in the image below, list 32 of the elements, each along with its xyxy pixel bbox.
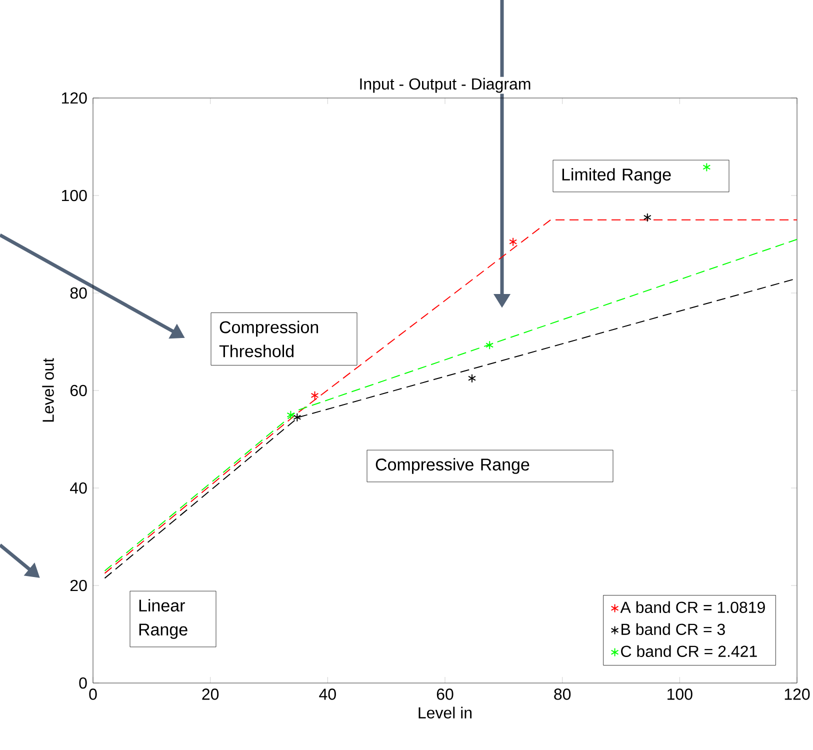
x-tick-label: 40	[319, 688, 336, 700]
x-tick-label: 100	[668, 688, 692, 700]
y-tick-label: 100	[62, 190, 87, 202]
annotation: Linear Range	[139, 599, 188, 639]
point	[643, 212, 652, 222]
legend-label: A band CR = 1.0819	[620, 601, 765, 614]
point	[286, 410, 295, 420]
legend-label: B band CR = 3	[622, 623, 725, 636]
x-tick-label: 0	[89, 688, 97, 700]
point	[509, 237, 518, 246]
y-tick-label: 0	[79, 677, 87, 689]
x-tick-label: 80	[554, 688, 571, 700]
annotation: Compression Threshold	[219, 320, 318, 358]
annotation: Limited Range	[562, 168, 671, 184]
legend-label: C band CR = 2.421	[621, 645, 757, 658]
x-tick-label: 20	[202, 688, 219, 700]
x-tick-label: 120	[784, 688, 810, 700]
chart-title: Input - Output - Diagram	[360, 78, 530, 93]
point	[702, 162, 711, 172]
point	[310, 390, 319, 400]
point	[293, 412, 302, 422]
annotation: Compressive Range	[376, 458, 530, 474]
y-tick-label: 40	[70, 482, 87, 494]
y-tick-label: 120	[62, 92, 87, 104]
y-tick-label: 20	[70, 580, 87, 592]
x-axis-title: Level in	[418, 706, 472, 718]
y-tick-label: 60	[70, 384, 87, 396]
point	[468, 374, 476, 383]
y-axis-title: Level out	[42, 358, 54, 422]
x-tick-label: 60	[436, 688, 454, 700]
y-tick-label: 80	[70, 287, 87, 299]
point	[486, 340, 494, 350]
